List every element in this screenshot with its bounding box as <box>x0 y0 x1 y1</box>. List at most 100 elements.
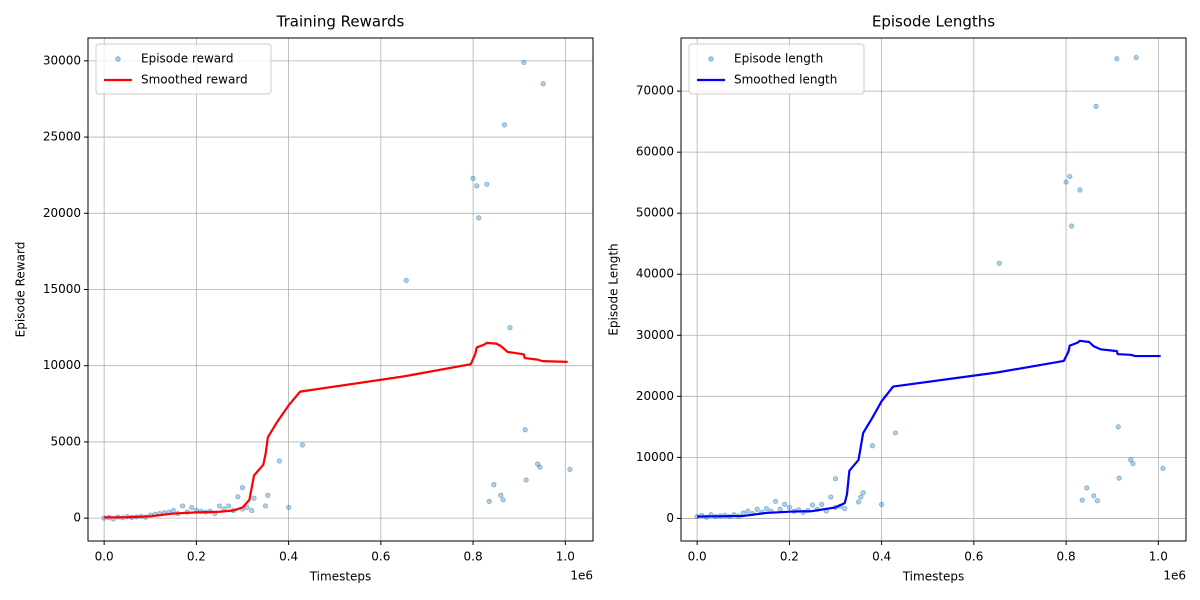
x-tick-label: 1.0 <box>1149 550 1168 564</box>
y-tick-label: 0 <box>666 511 674 525</box>
point <box>740 510 746 516</box>
point <box>244 504 250 511</box>
point <box>1094 498 1101 504</box>
y-tick-label: 30000 <box>636 328 674 342</box>
point <box>1069 223 1075 229</box>
point <box>484 181 490 187</box>
point <box>537 464 543 470</box>
y-tick-label: 20000 <box>636 389 674 403</box>
subplot: Episode Lengths 0.0 0.2 0.4 0.6 0.8 1.0 0 10000 2… <box>607 13 1187 584</box>
point <box>540 81 546 87</box>
point <box>1084 485 1090 491</box>
x-tick-label: 0.2 <box>187 550 206 564</box>
chart-title: Episode Lengths <box>872 13 995 31</box>
point <box>226 503 232 509</box>
legend-box <box>95 43 272 95</box>
point <box>745 508 751 514</box>
point <box>299 442 306 448</box>
point <box>869 443 875 449</box>
y-tick-label: 15000 <box>43 282 81 296</box>
point <box>1079 497 1085 503</box>
point <box>500 497 506 503</box>
point <box>809 502 816 508</box>
x-tick-label: 0.8 <box>464 550 483 564</box>
point <box>892 430 899 436</box>
y-tick-label: 70000 <box>636 84 674 98</box>
point <box>262 503 269 509</box>
x-tick-label: 0.6 <box>964 550 983 564</box>
point <box>1077 187 1083 193</box>
y-tick-label: 20000 <box>43 206 81 220</box>
point <box>286 504 292 511</box>
point <box>1160 465 1166 471</box>
point <box>476 215 482 221</box>
x-axis-label: Timesteps <box>309 570 372 584</box>
point <box>265 492 271 498</box>
point <box>403 277 409 283</box>
y-axis-label: Episode Length <box>607 243 621 335</box>
chart-title: Training Rewards <box>276 13 405 31</box>
x-tick-label: 0.0 <box>688 550 707 564</box>
y-tick-label: 5000 <box>50 434 81 448</box>
legend-label: Smoothed reward <box>141 73 248 87</box>
subplot: Training Rewards 0.0 0.2 0.4 0.6 0.8 1.0 0 5000 1… <box>14 13 594 584</box>
point <box>1091 493 1097 499</box>
point <box>879 501 885 507</box>
y-tick-label: 10000 <box>43 358 81 372</box>
point <box>1128 457 1134 463</box>
point <box>819 501 825 507</box>
y-tick-label: 40000 <box>636 267 674 281</box>
point <box>763 506 769 512</box>
x-tick-label: 0.2 <box>780 550 799 564</box>
point <box>507 325 513 331</box>
point <box>754 506 760 512</box>
point <box>498 492 504 498</box>
point <box>777 506 783 512</box>
y-axis-label: Episode Reward <box>14 242 28 338</box>
point <box>501 122 508 128</box>
x-offset-label: 1e6 <box>570 569 593 583</box>
line <box>104 341 568 519</box>
point <box>522 427 528 433</box>
axes-frame <box>680 37 1187 542</box>
point <box>858 494 864 500</box>
point <box>828 494 834 500</box>
point <box>1067 173 1073 180</box>
point <box>1114 56 1120 62</box>
point <box>772 498 779 504</box>
line <box>697 339 1161 518</box>
legend: Episode reward Smoothed reward <box>95 43 272 95</box>
point <box>523 477 529 483</box>
point <box>1130 460 1136 467</box>
point <box>486 498 492 504</box>
x-tick-label: 0.4 <box>279 550 298 564</box>
x-tick-label: 0.8 <box>1057 550 1076 564</box>
y-tick-label: 30000 <box>43 53 81 67</box>
legend-label: Smoothed length <box>734 73 837 87</box>
point <box>276 458 282 464</box>
point <box>1063 179 1069 185</box>
x-offset-label: 1e6 <box>1163 569 1186 583</box>
point <box>474 183 480 189</box>
point <box>1133 54 1139 61</box>
point <box>855 499 862 505</box>
x-tick-label: 0.6 <box>371 550 390 564</box>
legend: Episode length Smoothed length <box>688 43 865 95</box>
plot-area <box>694 54 1166 520</box>
point <box>239 485 246 491</box>
legend-box <box>688 43 865 95</box>
point <box>179 503 186 509</box>
axes-frame <box>87 37 594 542</box>
y-tick-label: 0 <box>73 511 81 525</box>
legend-label: Episode length <box>734 52 823 66</box>
point <box>249 507 255 514</box>
plot-area <box>101 59 573 522</box>
x-tick-label: 0.0 <box>95 550 114 564</box>
point <box>170 507 176 514</box>
point <box>1093 103 1099 109</box>
point <box>1116 475 1122 481</box>
y-tick-label: 50000 <box>636 206 674 220</box>
legend-label: Episode reward <box>141 52 234 66</box>
point <box>782 501 788 507</box>
